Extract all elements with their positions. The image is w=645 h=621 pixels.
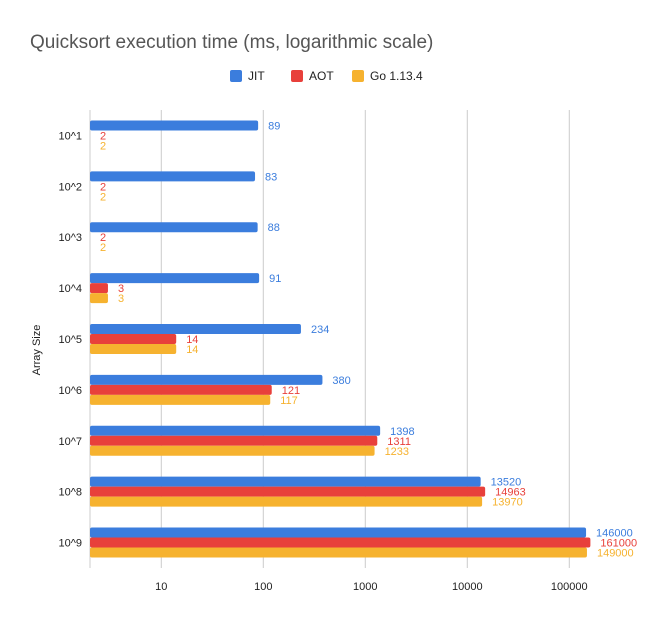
x-axis-ticks: 10 100 1000 10000 100000: [155, 581, 587, 593]
data-label-1-1: 2: [100, 181, 106, 193]
data-label-2-5: 117: [280, 395, 298, 407]
bar-0-8: [90, 527, 587, 538]
data-label-0-6: 1398: [390, 426, 414, 438]
data-label-1-3: 3: [118, 283, 124, 295]
data-labels: 8922832288229133234141438012111713981311…: [100, 120, 637, 559]
legend-swatch-0: [230, 70, 242, 82]
bars: [90, 120, 591, 558]
category-label-7: 10^8: [58, 487, 82, 499]
bar-0-1: [90, 171, 256, 182]
category-label-0: 10^1: [58, 130, 82, 142]
x-tick-label-1: 100: [254, 581, 272, 593]
bar-2-4: [90, 344, 177, 354]
data-label-0-4: 234: [311, 324, 329, 336]
category-label-5: 10^6: [58, 385, 82, 397]
data-label-2-8: 149000: [597, 548, 634, 560]
bar-2-5: [90, 394, 271, 405]
category-label-3: 10^4: [58, 283, 82, 295]
data-label-1-7: 14963: [495, 487, 526, 499]
data-label-1-6: 1311: [387, 436, 411, 448]
bar-0-2: [90, 222, 258, 233]
bar-1-6: [90, 435, 378, 446]
bar-2-6: [90, 445, 375, 456]
bar-0-5: [90, 374, 323, 385]
bar-0-0: [90, 120, 259, 131]
data-label-2-0: 2: [100, 140, 106, 152]
legend-label-1: AOT: [309, 69, 334, 83]
bar-2-3: [90, 293, 108, 304]
data-label-2-1: 2: [100, 191, 106, 203]
data-label-0-5: 380: [332, 375, 350, 387]
x-tick-label-2: 1000: [353, 581, 377, 593]
bar-2-7: [90, 496, 483, 507]
data-label-0-7: 13520: [491, 477, 522, 489]
data-label-1-5: 121: [282, 385, 300, 397]
x-tick-label-0: 10: [155, 581, 167, 593]
legend-label-0: JIT: [248, 69, 265, 83]
bar-0-6: [90, 425, 381, 436]
data-label-2-7: 13970: [492, 497, 523, 509]
bar-2-8: [90, 547, 587, 558]
data-label-2-4: 14: [186, 344, 198, 356]
legend-swatch-1: [291, 70, 303, 82]
category-label-8: 10^9: [58, 538, 82, 550]
x-tick-label-3: 10000: [452, 581, 483, 593]
category-label-4: 10^5: [58, 334, 82, 346]
data-label-1-0: 2: [100, 130, 106, 142]
legend: JIT AOT Go 1.13.4: [230, 69, 423, 83]
bar-1-8: [90, 537, 591, 548]
data-label-0-2: 88: [268, 222, 280, 234]
data-label-1-4: 14: [186, 334, 198, 346]
legend-swatch-2: [352, 70, 364, 82]
data-label-2-6: 1233: [385, 446, 409, 458]
bar-1-7: [90, 486, 486, 497]
bar-1-5: [90, 384, 272, 395]
legend-label-2: Go 1.13.4: [370, 69, 423, 83]
x-tick-label-4: 100000: [551, 581, 588, 593]
data-label-2-3: 3: [118, 293, 124, 305]
data-label-2-2: 2: [100, 242, 106, 254]
category-label-6: 10^7: [58, 436, 82, 448]
bar-0-3: [90, 273, 260, 284]
data-label-0-8: 146000: [596, 528, 633, 540]
data-label-0-0: 89: [268, 120, 280, 132]
chart-title: Quicksort execution time (ms, logarithmi…: [30, 32, 433, 53]
category-label-2: 10^3: [58, 232, 82, 244]
bar-0-7: [90, 476, 481, 487]
bar-0-4: [90, 324, 301, 334]
data-label-0-1: 83: [265, 171, 277, 183]
y-axis-label: Array Size: [31, 325, 43, 376]
data-label-1-2: 2: [100, 232, 106, 244]
category-label-1: 10^2: [58, 181, 82, 193]
data-label-1-8: 161000: [600, 538, 637, 550]
bar-1-4: [90, 334, 177, 344]
category-labels: 10^1 10^2 10^3 10^4 10^5 10^6 10^7 10^8 10^9: [58, 130, 82, 549]
data-label-0-3: 91: [269, 273, 281, 285]
bar-1-3: [90, 283, 108, 294]
